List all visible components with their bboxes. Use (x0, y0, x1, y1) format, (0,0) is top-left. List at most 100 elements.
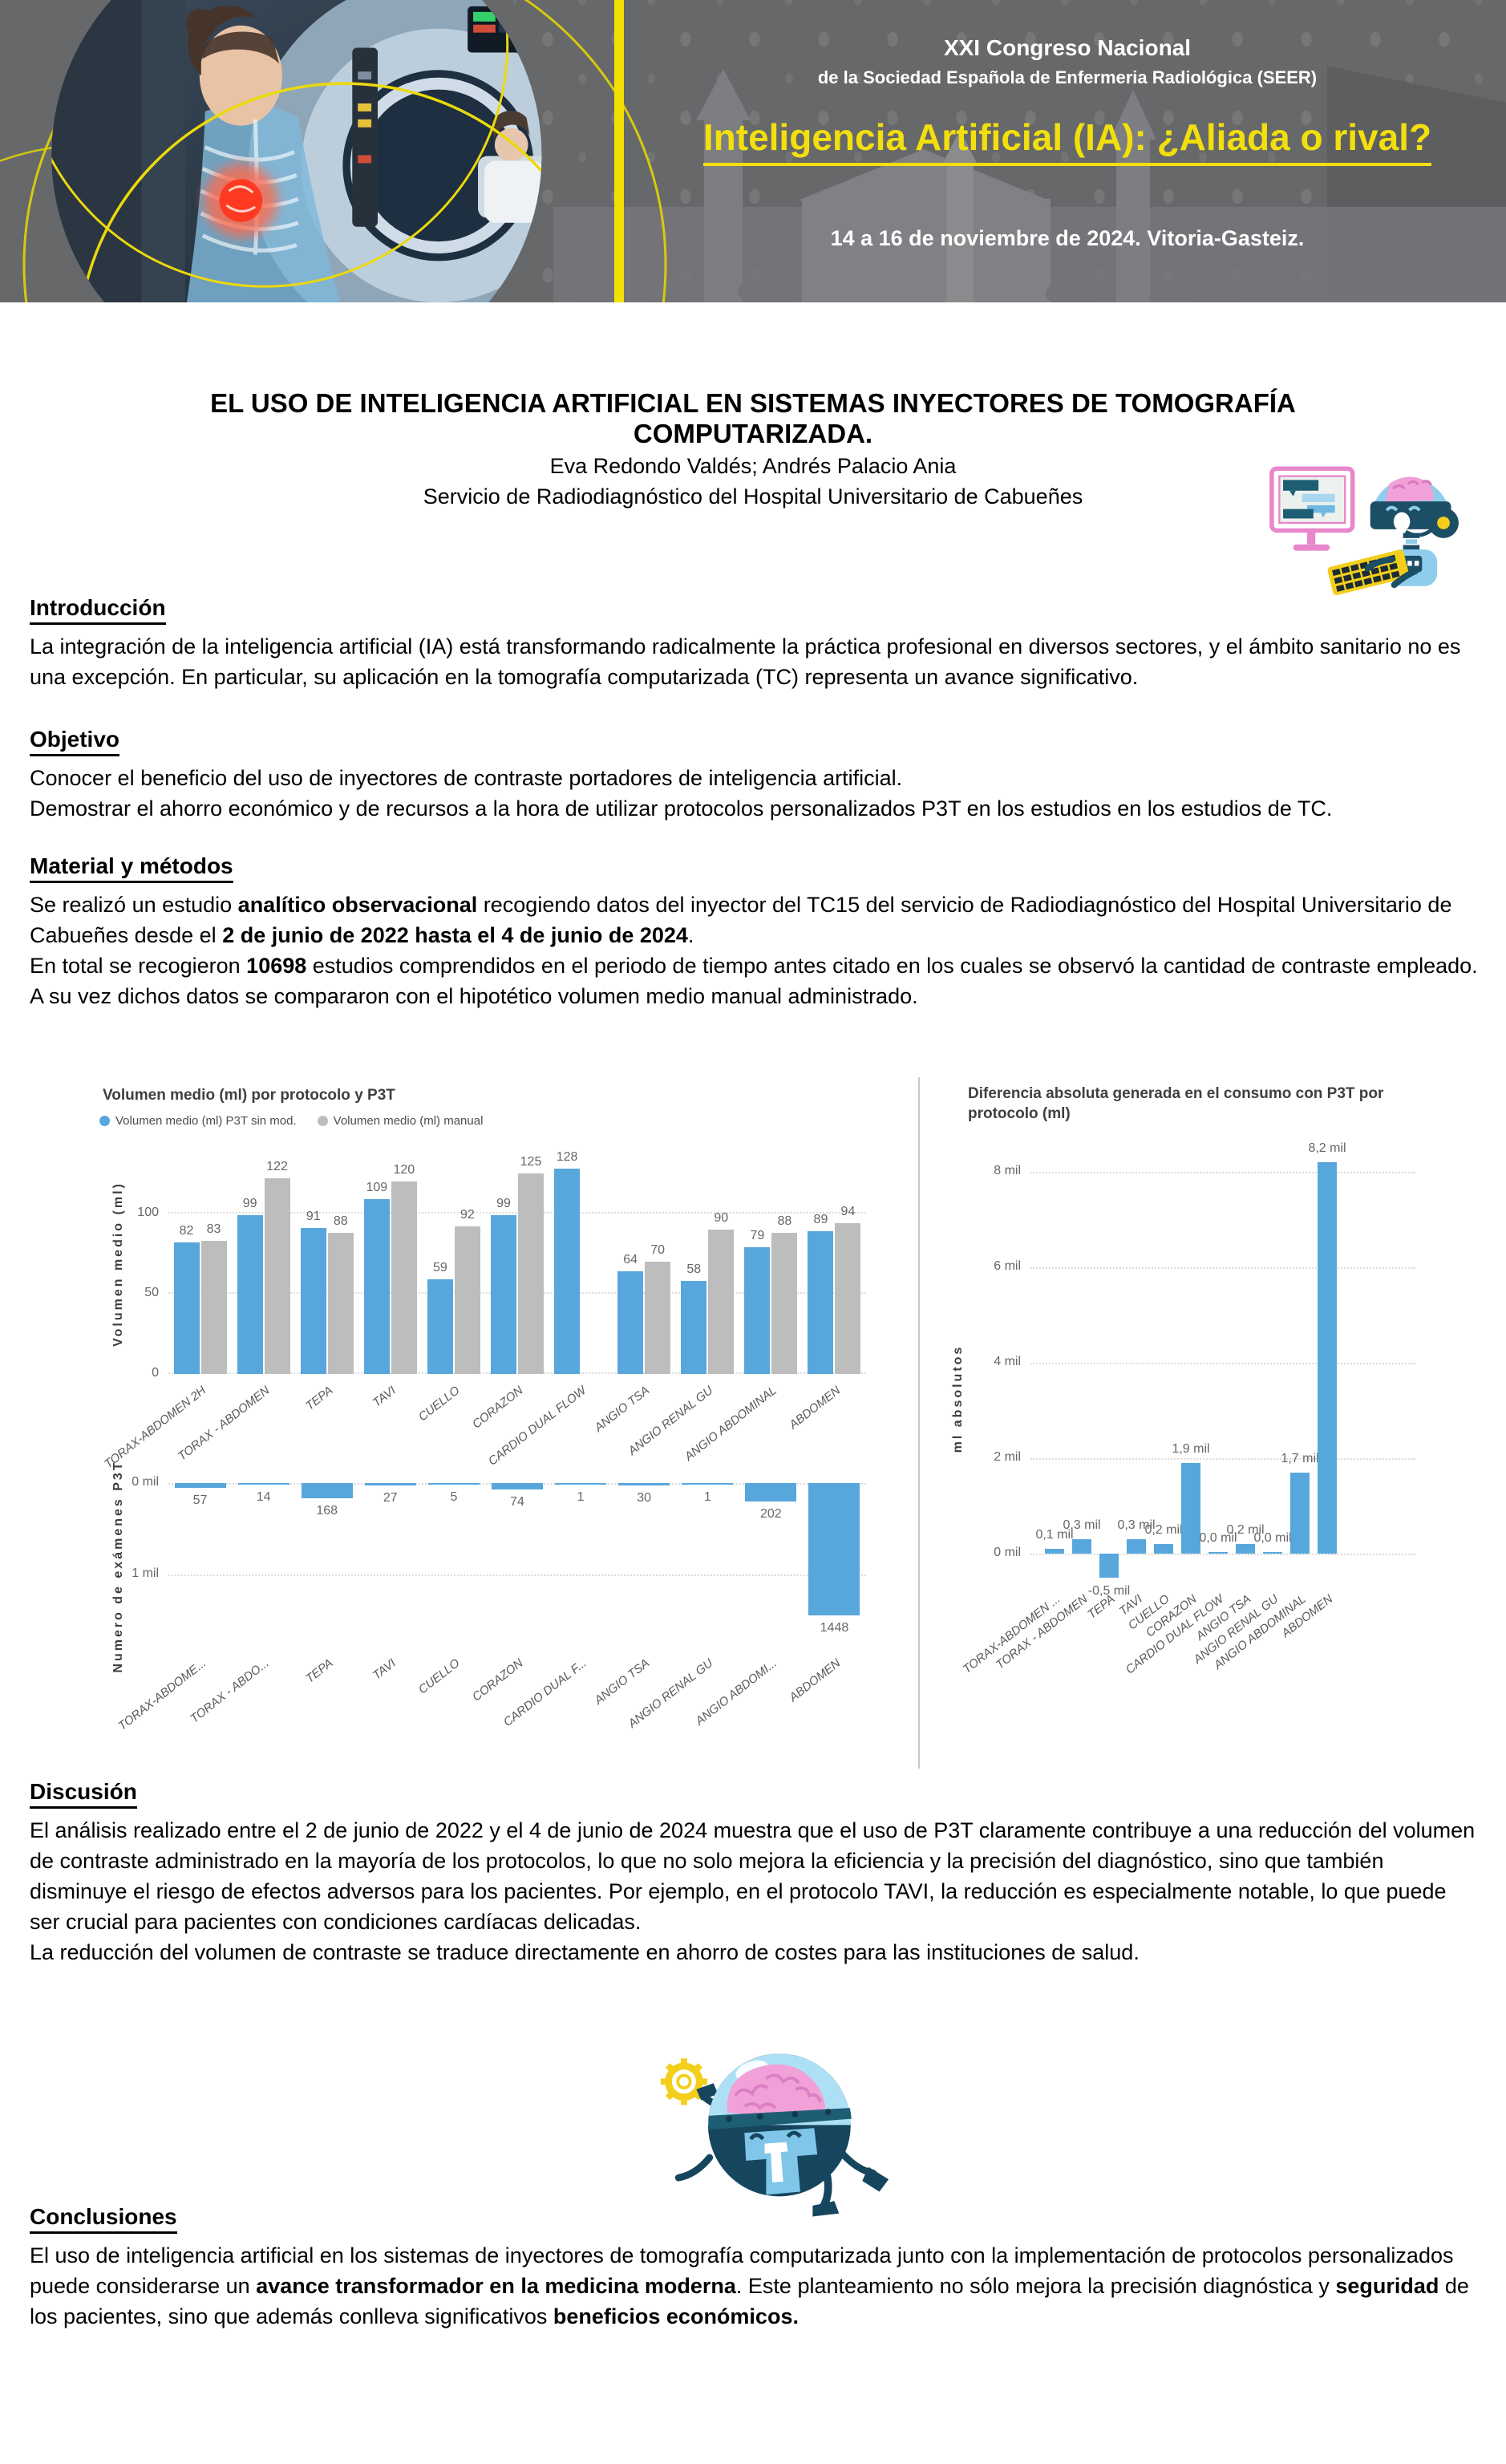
bar-value-label: 79 (750, 1229, 765, 1242)
x-tick-label: TAVI (370, 1656, 399, 1683)
y-tick-label: 8 mil (994, 1164, 1021, 1177)
chart-plot: 0,1 mil 0,3 mil -0,5 mil 0,3 mil 0,2 mil 1,9 … (1030, 1141, 1415, 1608)
charts-panel: Volumen medio (ml) por protocolo y P3T Vo… (48, 1071, 1506, 1781)
y-tick-label: 4 mil (994, 1355, 1021, 1368)
robot-typing-illustration (1269, 466, 1459, 596)
bar (1154, 1544, 1173, 1554)
bar-value-label: 109 (366, 1181, 388, 1194)
bar-value-label: 91 (306, 1210, 321, 1223)
bar-value-label: 120 (393, 1163, 415, 1177)
gridline (168, 1292, 866, 1294)
yellow-divider-bar (614, 0, 624, 302)
bar-value-label: 92 (460, 1208, 475, 1222)
y-tick-label: 6 mil (994, 1259, 1021, 1273)
section-body: El análisis realizado entre el 2 de juni… (30, 1815, 1478, 1968)
congress-name: XXI Congreso Nacional (943, 35, 1192, 60)
section-heading: Objetivo (30, 727, 1478, 756)
bar-value-label: 90 (714, 1211, 729, 1225)
y-tick-label: 0 (152, 1366, 159, 1380)
bar-value-label: 83 (206, 1222, 221, 1236)
bar-value-label: 0,1 mil (1035, 1528, 1074, 1542)
section-heading: Conclusiones (30, 2204, 1478, 2234)
gridline (1030, 1554, 1415, 1555)
vitoria-skyline-silhouette (0, 0, 1506, 302)
bar (771, 1233, 798, 1374)
bar (681, 1281, 707, 1374)
legend-item: Volumen medio (ml) manual (317, 1114, 484, 1128)
bar-value-label: 0,2 mil (1144, 1523, 1183, 1538)
bar (173, 1242, 200, 1374)
x-tick-label: ANGIO TSA (592, 1384, 653, 1435)
y-tick-label: 2 mil (994, 1450, 1021, 1464)
legend-label: Volumen medio (ml) P3T sin mod. (115, 1114, 297, 1128)
y-tick-label: 0 mil (132, 1475, 159, 1489)
x-tick-label: CUELLO (415, 1656, 463, 1697)
bar (518, 1173, 544, 1374)
section-introduccion: Introducción La integración de la inteli… (30, 595, 1478, 692)
bar-value-label: 0,0 mil (1199, 1531, 1237, 1545)
bar (427, 1279, 453, 1374)
bar (264, 1178, 290, 1374)
bar-value-label: 122 (266, 1160, 288, 1173)
y-tick-label: 1 mil (132, 1566, 159, 1580)
x-tick-label: ANGIO TSA (592, 1656, 653, 1708)
bar-value-label: 88 (777, 1214, 792, 1228)
bar-value-label: 1448 (820, 1621, 849, 1635)
bar (1290, 1472, 1310, 1554)
gridline (168, 1372, 866, 1374)
chart-volumen-medio: Volumen medio (ml) por protocolo y P3T Vo… (48, 1071, 909, 1472)
bar (1099, 1554, 1119, 1578)
paragraph: En total se recogieron 10698 estudios co… (30, 954, 1478, 978)
bar-value-label: 27 (383, 1491, 398, 1506)
header-text-block: XXI Congreso Nacional de la Sociedad Esp… (629, 0, 1506, 302)
legend-item: Volumen medio (ml) P3T sin mod. (99, 1114, 297, 1128)
bar-value-label: 64 (623, 1253, 638, 1266)
x-tick-label: CORAZON (469, 1384, 526, 1432)
bar-value-label: 8,2 mil (1308, 1141, 1346, 1156)
legend-label: Volumen medio (ml) manual (333, 1114, 484, 1128)
bar (300, 1228, 326, 1374)
bar-value-label: 1,7 mil (1281, 1451, 1319, 1465)
section-body: La integración de la inteligencia artifi… (30, 631, 1478, 692)
bar (1263, 1552, 1282, 1554)
bar (237, 1483, 289, 1485)
y-tick-label: 100 (137, 1206, 159, 1219)
bar-value-label: 89 (813, 1213, 828, 1226)
bar (1045, 1549, 1064, 1554)
bar (1072, 1539, 1091, 1554)
bar (808, 1231, 834, 1374)
x-tick-label: ABDOMEN (786, 1384, 843, 1433)
bar (1127, 1539, 1146, 1554)
bar-value-label: 0,2 mil (1226, 1523, 1265, 1538)
gridline (1030, 1172, 1415, 1173)
section-heading: Discusión (30, 1779, 1478, 1809)
bar (327, 1233, 354, 1374)
robot-brain-mascot (660, 2053, 889, 2217)
y-axis-title: Numero de exámenes P3T (111, 1460, 125, 1673)
bar-value-label: 1 (703, 1490, 711, 1504)
bar (708, 1230, 735, 1374)
section-objetivo: Objetivo Conocer el beneficio del uso de… (30, 727, 1478, 824)
bar-value-label: 202 (760, 1507, 782, 1522)
bar (555, 1483, 607, 1485)
x-tick-label: TEPA (302, 1384, 336, 1413)
bar (200, 1241, 227, 1374)
paragraph: El análisis realizado entre el 2 de juni… (30, 1818, 1476, 1934)
bar (808, 1483, 860, 1616)
bar-value-label: 168 (316, 1504, 338, 1518)
bar (554, 1169, 581, 1374)
bar-value-label: 99 (242, 1197, 257, 1210)
bar (682, 1483, 734, 1485)
bar (744, 1247, 771, 1374)
bar-value-label: 99 (496, 1197, 511, 1210)
chart-numero-examenes: 57 14 168 27 5 74 1 30 1 202 1448 0 mil 1 mil TORAX-A… (48, 1460, 909, 1781)
bar (492, 1483, 543, 1490)
x-tick-label: CORAZON (469, 1656, 526, 1704)
gridline (1030, 1458, 1415, 1460)
y-tick-label: 0 mil (994, 1546, 1021, 1559)
x-tick-label: TEPA (302, 1656, 336, 1686)
bar (618, 1483, 670, 1486)
bar-value-label: 5 (450, 1490, 458, 1504)
section-body: Conocer el beneficio del uso de inyector… (30, 763, 1478, 824)
